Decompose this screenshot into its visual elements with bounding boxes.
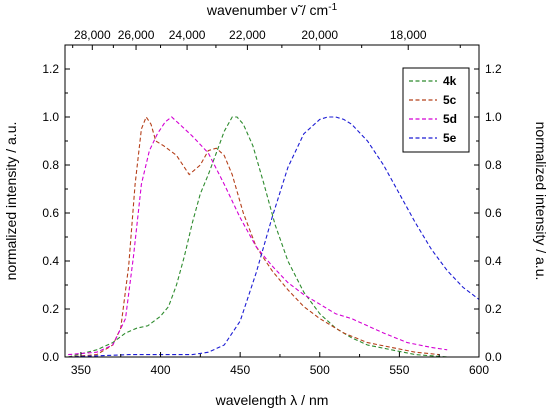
y-tick-label-right: 0.8 [485,158,502,172]
y-tick-label-left: 0.6 [42,206,59,220]
y-tick-label-left: 1.0 [42,110,59,124]
top-tick-label: 26,000 [118,28,155,42]
x-tick-label: 450 [230,363,250,377]
y-tick-label-right: 1.2 [485,62,502,76]
top-tick-label: 22,000 [229,28,266,42]
y-tick-label-left: 0.2 [42,302,59,316]
series-layer [68,115,480,358]
series-line-5e [68,116,480,358]
y-tick-label-left: 0.0 [42,350,59,364]
legend: 4k 5c 5d 5e [402,67,470,153]
y-tick-label-right: 0.6 [485,206,502,220]
legend-label-5d: 5d [443,112,457,126]
legend-label-5c: 5c [443,93,457,107]
x-tick-label: 350 [71,363,91,377]
plot-frame [64,44,480,358]
top-tick-label: 20,000 [301,28,338,42]
y-tick-label-left: 1.2 [42,62,59,76]
y-axis-label-left: normalized intensity / a.u. [3,122,19,281]
top-axis-label: wavenumber ν̃ / cm-1 [206,2,338,18]
top-tick-label: 28,000 [74,28,111,42]
top-axis-label-main: wavenumber [206,2,291,18]
top-tick-label: 24,000 [169,28,206,42]
legend-label-5e: 5e [443,131,457,145]
x-tick-label: 400 [151,363,171,377]
x-axis-label: wavelength λ / nm [215,392,329,408]
legend-label-4k: 4k [443,74,457,88]
y-tick-label-left: 0.8 [42,158,59,172]
series-line-4k [68,116,448,358]
y-tick-label-right: 0.0 [485,350,502,364]
y-tick-label-right: 0.4 [485,254,502,268]
y-tick-label-right: 1.0 [485,110,502,124]
y-axis-label-right: normalized intensity / a.u. [533,122,549,281]
top-axis-label-unit: / cm [298,2,328,18]
top-axis-label-exponent: -1 [328,2,337,13]
x-tick-label: 600 [469,363,489,377]
x-tick-label: 500 [310,363,330,377]
y-tick-label-left: 0.4 [42,254,59,268]
top-tick-label: 18,000 [390,28,427,42]
y-tick-label-right: 0.2 [485,302,502,316]
series-line-5c [68,115,440,358]
series-line-5d [68,116,448,356]
x-tick-label: 550 [389,363,409,377]
